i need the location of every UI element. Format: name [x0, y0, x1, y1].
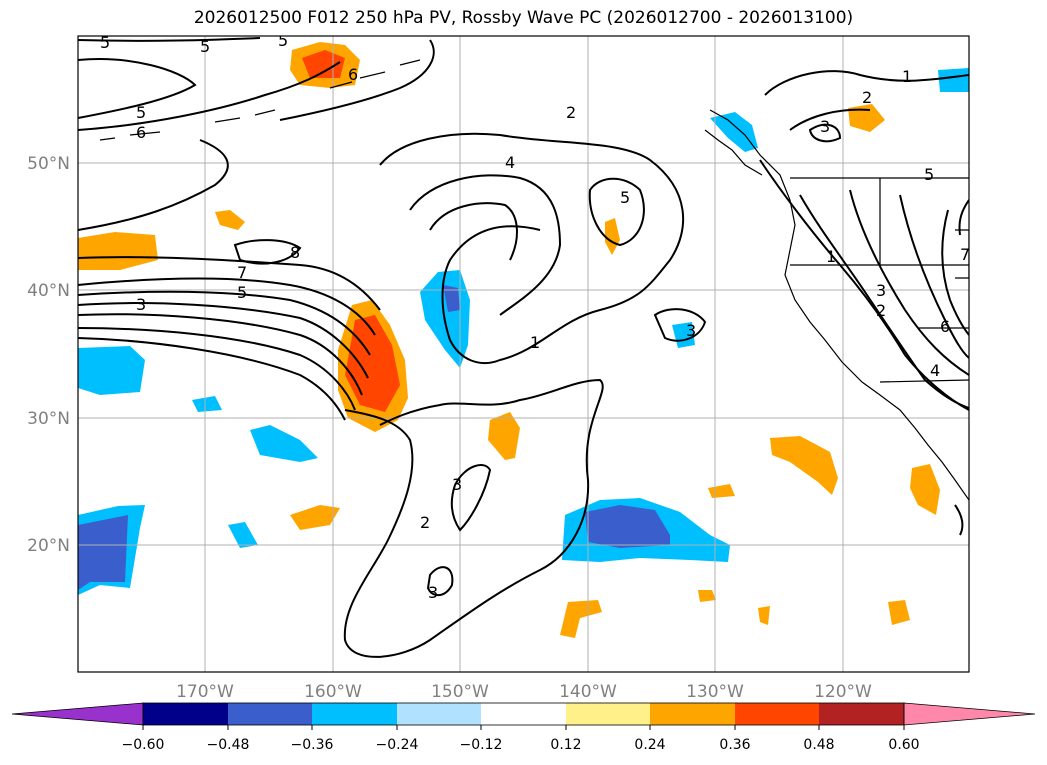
colorbar-tick-label: 0.48 [803, 737, 834, 753]
lat-tick-label: 50°N [27, 154, 70, 174]
colorbar-segment [312, 703, 397, 725]
lat-tick-label: 20°N [27, 536, 70, 556]
chart-title: 2026012500 F012 250 hPa PV, Rossby Wave … [193, 8, 854, 28]
lon-tick-label: 160°W [304, 682, 362, 702]
neg-anomaly-west-lower-core [78, 515, 128, 590]
contour-label: 3 [428, 583, 438, 602]
pos-anomaly-south-1 [560, 600, 602, 638]
latitude-labels: 50°N 40°N 30°N 20°N [27, 154, 70, 556]
contour-label: 5 [136, 103, 146, 122]
contour-label: 1 [902, 67, 912, 86]
pos-anomaly-small-4 [605, 218, 620, 255]
colorbar-extend-high [903, 702, 1036, 726]
contour-label: 3 [686, 321, 696, 340]
colorbar-segment [143, 703, 228, 725]
colorbar-tick-label: −0.36 [291, 737, 334, 753]
colorbar-tick-label: 0.36 [719, 737, 750, 753]
contour-label: 2 [420, 513, 430, 532]
pos-anomaly-small-1 [215, 210, 245, 230]
pos-anomaly-west [78, 232, 158, 270]
lat-tick-label: 40°N [27, 281, 70, 301]
neg-anomaly-east-core [585, 505, 670, 548]
contour-label: 3 [136, 295, 146, 314]
colorbar-segment [397, 703, 481, 725]
neg-anomaly-small-1 [192, 396, 222, 412]
pos-anomaly-north-core [302, 50, 345, 78]
contour-label: 2 [876, 301, 886, 320]
pos-anomaly-east-1 [770, 436, 838, 495]
contour-label: 2 [566, 103, 576, 122]
lon-tick-label: 150°W [431, 682, 489, 702]
contour-label: 2 [862, 88, 872, 107]
colorbar-tick-label: −0.24 [376, 737, 419, 753]
contour-label: 5 [200, 37, 210, 56]
contour-label: 1 [530, 333, 540, 352]
pos-anomaly-south-3 [758, 606, 770, 625]
lat-tick-label: 30°N [27, 409, 70, 429]
contour-label: 6 [136, 123, 146, 142]
contour-label: 7 [960, 245, 970, 264]
pos-anomaly-ne [848, 104, 885, 132]
contour-labels: 5 5 5 5 6 6 8 7 5 3 4 2 5 1 3 3 2 3 2 1 … [100, 31, 970, 602]
lon-tick-label: 120°W [814, 682, 872, 702]
colorbar-ticks [142, 725, 905, 730]
colorbar-tick-label: −0.48 [207, 737, 250, 753]
neg-anomaly-coast [710, 112, 758, 152]
map-frame [77, 35, 970, 673]
colorbar-tick-label: −0.60 [122, 737, 165, 753]
pos-anomaly-east-3 [888, 600, 910, 625]
colorbar: −0.60 −0.48 −0.36 −0.24 −0.12 0.12 0.24 … [11, 702, 1036, 753]
contour-label: 4 [930, 361, 940, 380]
contour-label: 5 [924, 165, 934, 184]
contour-label: 6 [348, 65, 358, 84]
colorbar-segment [481, 703, 566, 725]
pos-anomaly-small-3 [290, 505, 340, 530]
pos-anomaly-south-2 [698, 590, 716, 602]
colorbar-segment [819, 703, 904, 725]
contour-label: 3 [876, 281, 886, 300]
graticule [78, 36, 969, 672]
colorbar-tick-label: −0.12 [460, 737, 503, 753]
colorbar-segment [228, 703, 312, 725]
contour-label: 5 [620, 188, 630, 207]
contour-label: 5 [237, 283, 247, 302]
contour-label: 5 [100, 33, 110, 52]
colorbar-extend-low [11, 702, 144, 726]
neg-anomaly-small-2 [250, 425, 318, 462]
contour-label: 3 [452, 475, 462, 494]
lon-tick-label: 170°W [176, 682, 234, 702]
colorbar-tick-label: 0.12 [550, 737, 581, 753]
contour-label: 5 [278, 31, 288, 50]
contour-label: 6 [940, 317, 950, 336]
pv-contours [78, 37, 969, 658]
pos-anomaly-east-2 [910, 464, 940, 515]
neg-anomaly-west-upper [78, 346, 145, 395]
colorbar-tick-label: 0.24 [634, 737, 665, 753]
colorbar-frame [142, 702, 905, 726]
neg-anomaly-ne [938, 68, 969, 92]
colorbar-tick-label: 0.60 [888, 737, 919, 753]
contour-label: 1 [826, 247, 836, 266]
contour-label: 3 [820, 117, 830, 136]
colorbar-segment [650, 703, 735, 725]
neg-anomaly-small-3 [228, 522, 258, 548]
contour-label: 8 [290, 243, 300, 262]
pos-anomaly-small-2 [488, 412, 520, 460]
colorbar-segment [735, 703, 819, 725]
lon-tick-label: 140°W [559, 682, 617, 702]
neg-anomaly-central-core [443, 285, 460, 312]
lon-tick-label: 130°W [686, 682, 744, 702]
longitude-labels: 170°W 160°W 150°W 140°W 130°W 120°W [176, 682, 872, 702]
contour-label: 7 [237, 263, 247, 282]
colorbar-segment [566, 703, 650, 725]
contour-label: 4 [505, 153, 515, 172]
